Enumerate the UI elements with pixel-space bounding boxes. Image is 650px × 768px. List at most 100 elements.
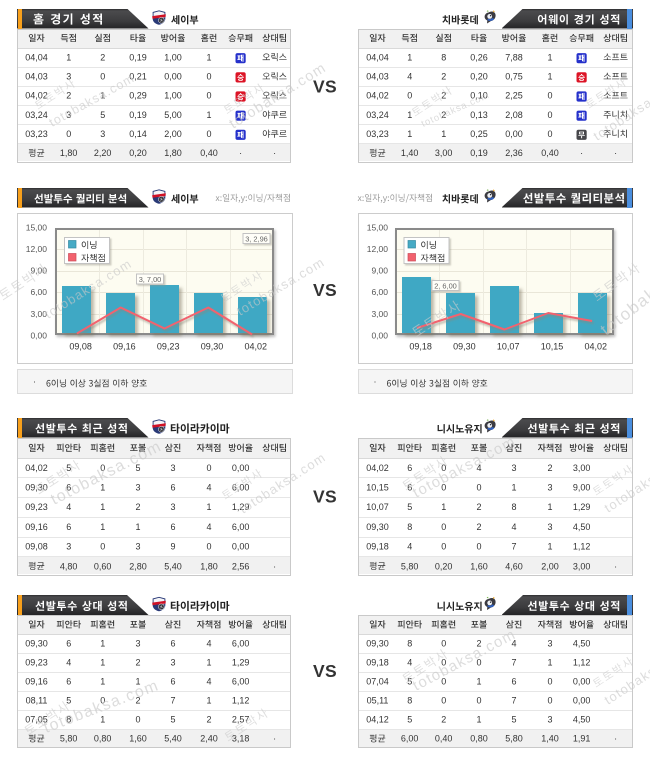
- svg-text:2,56: 2,56: [232, 561, 250, 571]
- svg-text:totobaksa.com: totobaksa.com: [410, 433, 519, 502]
- svg-text:2,08: 2,08: [505, 110, 523, 120]
- svg-text:1: 1: [100, 502, 105, 512]
- svg-text:1,00: 1,00: [164, 52, 182, 62]
- svg-text:1,29: 1,29: [573, 502, 591, 512]
- svg-text:6: 6: [66, 677, 71, 687]
- svg-text:4: 4: [511, 522, 516, 532]
- svg-text:0: 0: [206, 542, 211, 552]
- svg-text:1: 1: [135, 522, 140, 532]
- svg-text:2: 2: [441, 72, 446, 82]
- svg-text:0,00: 0,00: [164, 72, 182, 82]
- svg-text:1: 1: [135, 677, 140, 687]
- svg-text:04,02: 04,02: [25, 463, 48, 473]
- svg-text:0: 0: [441, 482, 446, 492]
- svg-text:VS: VS: [313, 661, 337, 681]
- svg-text:09,30: 09,30: [201, 342, 224, 352]
- svg-text:5,80: 5,80: [401, 561, 419, 571]
- svg-text:0,40: 0,40: [435, 734, 453, 744]
- svg-text:09,18: 09,18: [366, 542, 389, 552]
- svg-text:2: 2: [206, 715, 211, 725]
- svg-text:1,00: 1,00: [164, 91, 182, 101]
- svg-text:5: 5: [66, 696, 71, 706]
- svg-text:6,00: 6,00: [232, 522, 250, 532]
- svg-text:0: 0: [441, 696, 446, 706]
- svg-text:3: 3: [170, 463, 175, 473]
- svg-text:2: 2: [135, 502, 140, 512]
- svg-text:6: 6: [66, 639, 71, 649]
- svg-text:3,00: 3,00: [30, 309, 47, 319]
- svg-text:5,80: 5,80: [60, 734, 78, 744]
- svg-text:08,11: 08,11: [26, 696, 48, 706]
- svg-text:0,19: 0,19: [129, 52, 147, 62]
- svg-text:0: 0: [547, 110, 552, 120]
- svg-text:2: 2: [547, 463, 552, 473]
- svg-text:2: 2: [476, 502, 481, 512]
- svg-text:04,03: 04,03: [366, 72, 389, 82]
- svg-text:07,04: 07,04: [366, 677, 389, 687]
- svg-text:15,00: 15,00: [367, 223, 389, 233]
- svg-text:09,30: 09,30: [453, 342, 476, 352]
- svg-text:9,00: 9,00: [371, 266, 388, 276]
- svg-text:totobaksa.com: totobaksa.com: [47, 71, 137, 130]
- svg-text:2,20: 2,20: [94, 148, 112, 158]
- svg-text:5: 5: [66, 463, 71, 473]
- svg-text:8: 8: [66, 715, 71, 725]
- svg-text:7: 7: [170, 696, 175, 706]
- svg-text:6: 6: [170, 482, 175, 492]
- svg-text:2: 2: [476, 639, 481, 649]
- svg-text:1,80: 1,80: [200, 561, 218, 571]
- svg-text:7: 7: [511, 658, 516, 668]
- svg-text:0,00: 0,00: [232, 463, 250, 473]
- svg-text:6,00: 6,00: [232, 639, 250, 649]
- svg-text:04,02: 04,02: [366, 463, 389, 473]
- svg-text:04,04: 04,04: [25, 52, 48, 62]
- svg-text:2: 2: [476, 522, 481, 532]
- svg-text:09,30: 09,30: [25, 639, 48, 649]
- svg-text:0,80: 0,80: [470, 734, 488, 744]
- svg-text:0,00: 0,00: [573, 696, 591, 706]
- svg-text:3: 3: [547, 482, 552, 492]
- svg-text:4: 4: [206, 482, 211, 492]
- svg-text:1: 1: [441, 129, 446, 139]
- svg-text:3: 3: [100, 129, 105, 139]
- svg-text:5,80: 5,80: [505, 734, 523, 744]
- svg-text:6,00: 6,00: [30, 287, 47, 297]
- svg-text:4,50: 4,50: [573, 522, 591, 532]
- svg-text:4: 4: [206, 639, 211, 649]
- svg-text:0,10: 0,10: [470, 91, 488, 101]
- svg-text:6: 6: [407, 463, 412, 473]
- svg-text:·: ·: [33, 377, 36, 387]
- svg-text:1: 1: [441, 502, 446, 512]
- svg-text:5,40: 5,40: [164, 561, 182, 571]
- svg-text:8: 8: [441, 52, 446, 62]
- svg-text:0: 0: [441, 639, 446, 649]
- svg-text:6,00: 6,00: [371, 287, 388, 297]
- svg-text:1: 1: [206, 658, 211, 668]
- svg-text:0,20: 0,20: [129, 148, 147, 158]
- svg-text:4,60: 4,60: [505, 561, 523, 571]
- svg-text:1,12: 1,12: [573, 542, 591, 552]
- svg-text:10,15: 10,15: [541, 342, 564, 352]
- svg-text:1: 1: [547, 52, 552, 62]
- svg-text:09,23: 09,23: [25, 658, 48, 668]
- svg-text:5: 5: [135, 463, 140, 473]
- svg-text:04,03: 04,03: [25, 72, 48, 82]
- svg-text:03,23: 03,23: [366, 129, 389, 139]
- svg-text:·: ·: [614, 734, 617, 744]
- svg-text:1: 1: [100, 522, 105, 532]
- svg-text:0: 0: [476, 658, 481, 668]
- svg-text:0,75: 0,75: [505, 72, 523, 82]
- svg-text:1: 1: [100, 639, 105, 649]
- svg-text:5: 5: [511, 715, 516, 725]
- svg-text:4: 4: [206, 522, 211, 532]
- svg-text:1,12: 1,12: [232, 696, 250, 706]
- svg-text:1,12: 1,12: [573, 658, 591, 668]
- svg-text:1: 1: [407, 129, 412, 139]
- svg-text:0: 0: [407, 91, 412, 101]
- svg-text:0,14: 0,14: [129, 129, 147, 139]
- svg-text:05,11: 05,11: [367, 696, 389, 706]
- svg-text:09,16: 09,16: [25, 677, 48, 687]
- svg-text:2: 2: [135, 696, 140, 706]
- svg-text:0,40: 0,40: [200, 148, 218, 158]
- svg-text:3,00: 3,00: [371, 309, 388, 319]
